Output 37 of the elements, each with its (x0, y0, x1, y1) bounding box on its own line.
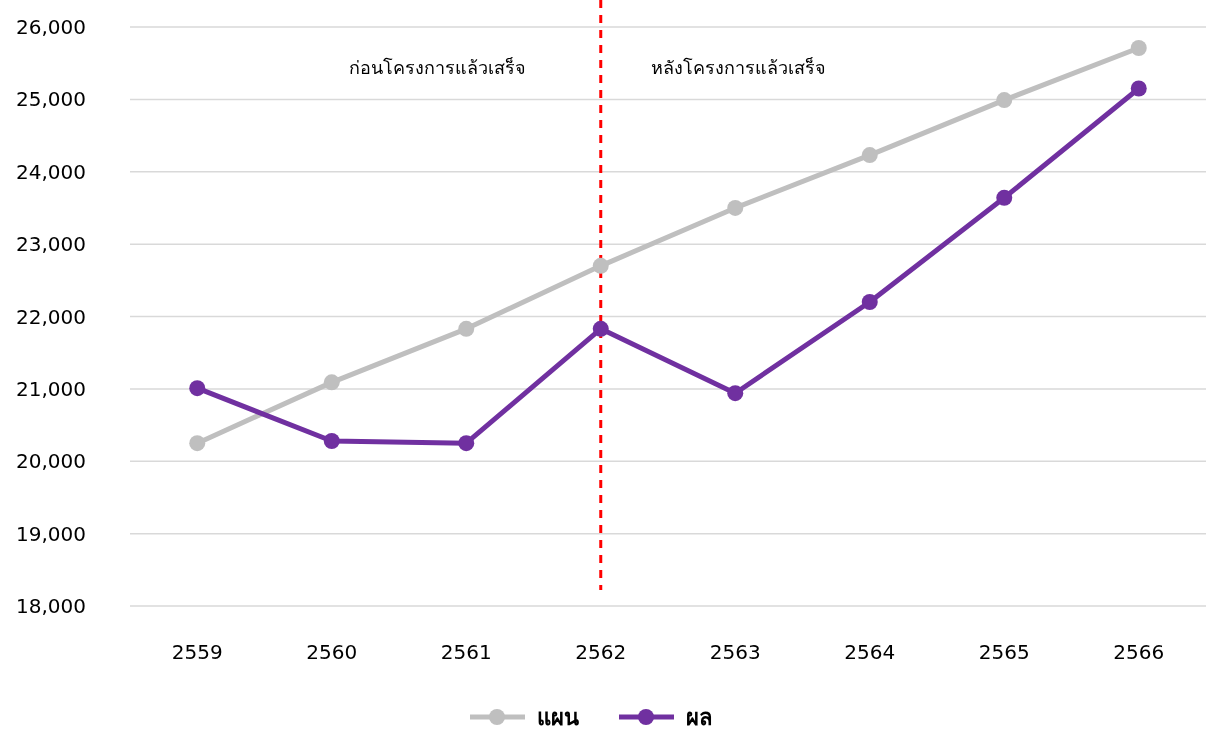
annotation: ก่อนโครงการแล้วเสร็จ (348, 56, 526, 78)
x-tick-label: 2566 (1113, 640, 1165, 664)
annotation: หลังโครงการแล้วเสร็จ (650, 56, 826, 78)
point (592, 257, 609, 274)
point (323, 432, 340, 449)
y-tick-label: 20,000 (16, 449, 86, 474)
point (458, 320, 475, 337)
point (1130, 80, 1147, 97)
x-tick-label: 2559 (171, 640, 223, 664)
point (861, 294, 878, 311)
y-tick-label: 21,000 (16, 376, 86, 401)
y-tick-label: 25,000 (16, 87, 86, 112)
y-tick-label: 19,000 (16, 521, 86, 546)
point (996, 189, 1013, 206)
point (996, 92, 1013, 109)
x-tick-label: 2563 (709, 640, 761, 664)
point (592, 320, 609, 337)
legend-label: แผน (537, 705, 579, 729)
legend-label: ผล (686, 705, 712, 729)
y-tick-label: 23,000 (16, 232, 86, 257)
point (861, 147, 878, 164)
point (458, 435, 475, 452)
y-tick-label: 24,000 (16, 159, 86, 184)
point (727, 199, 744, 216)
x-tick-label: 2560 (306, 640, 358, 664)
point (323, 374, 340, 391)
y-tick-label: 18,000 (16, 594, 86, 618)
x-tick-label: 2564 (844, 640, 896, 664)
x-tick-label: 2562 (575, 640, 627, 664)
point (727, 385, 744, 402)
point (1130, 39, 1147, 56)
y-tick-label: 26,000 (16, 15, 86, 39)
point (189, 435, 206, 452)
point (189, 380, 206, 397)
x-tick-label: 2561 (440, 640, 492, 664)
x-tick-label: 2565 (978, 640, 1030, 664)
y-tick-label: 22,000 (16, 304, 86, 329)
